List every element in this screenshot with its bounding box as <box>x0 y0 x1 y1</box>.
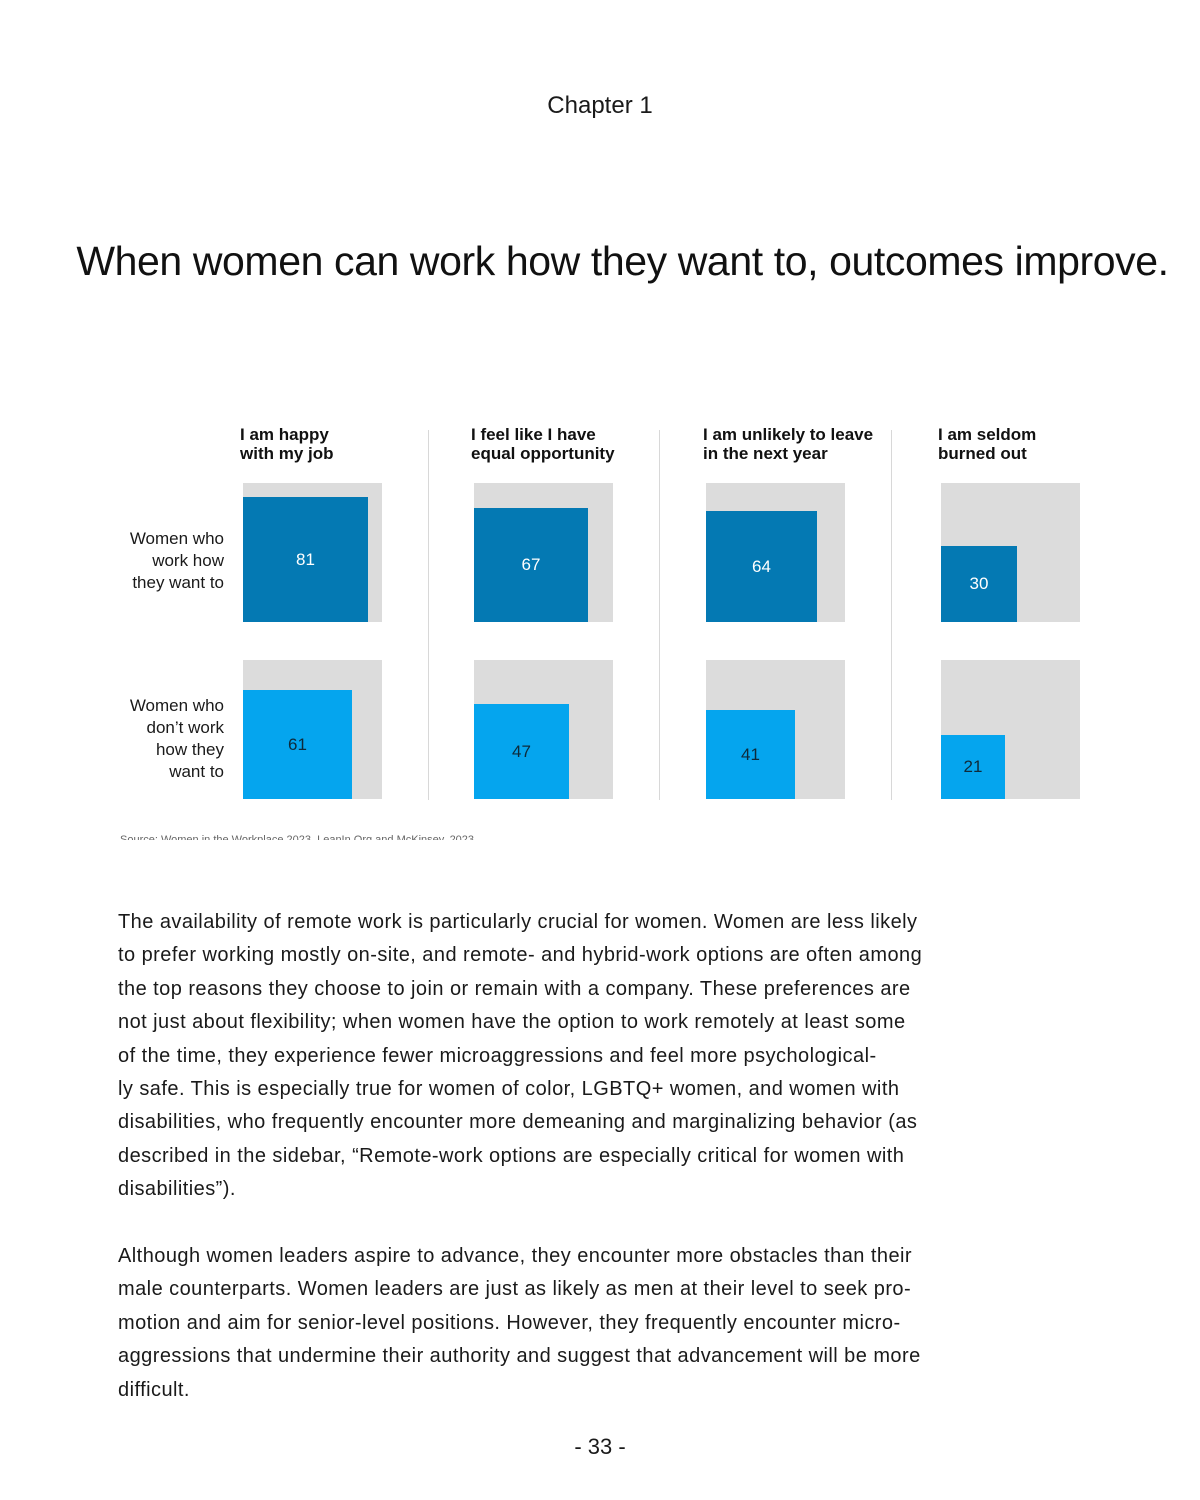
bar-track: 61 <box>243 660 382 799</box>
metric-label: I am seldom burned out <box>938 425 1037 463</box>
bar-track: 64 <box>706 483 845 622</box>
body-text-line: disabilities”). <box>118 1178 236 1201</box>
page-number: - 33 - <box>574 1434 626 1459</box>
data-label: 30 <box>969 574 989 593</box>
bar-track: 41 <box>706 660 845 799</box>
column-divider <box>428 430 429 800</box>
metric-label: I am happy with my job <box>240 425 334 463</box>
body-text-line: ly safe. This is especially true for wom… <box>118 1078 900 1101</box>
outcomes-chart: I am happy with my job I feel like I have… <box>0 410 1200 850</box>
series-label: Women who work how they want to <box>129 529 224 592</box>
metric-label: I am unlikely to leave in the next year <box>703 425 874 463</box>
bar-value-square <box>706 511 817 622</box>
body-paragraph-women-leaders: Although women leaders aspire to advance… <box>118 1240 978 1407</box>
body-text-line: to prefer working mostly on-site, and re… <box>118 944 923 967</box>
bar-value-square <box>941 546 1017 622</box>
chart-source-note: Source: Women in the Workplace 2023, Lea… <box>120 834 475 840</box>
body-text-line: The availability of remote work is parti… <box>118 911 918 933</box>
column-divider <box>891 430 892 800</box>
column-divider <box>659 430 660 800</box>
bar-value-square <box>243 497 368 622</box>
data-label: 64 <box>752 556 771 576</box>
bar-track: 30 <box>941 483 1080 622</box>
bar-value-square <box>474 508 588 622</box>
bar-value-square <box>474 704 569 799</box>
bar-value-square <box>941 735 1005 799</box>
data-label: 47 <box>512 741 531 761</box>
series-label: Women who don’t work how they want to <box>129 696 224 781</box>
body-text-line: aggressions that undermine their authori… <box>118 1345 921 1368</box>
page-headline: When women can work how they want to, ou… <box>76 238 1169 284</box>
metric-label: I feel like I have equal opportunity <box>471 425 615 463</box>
bar-value-square <box>706 710 795 799</box>
data-label: 21 <box>963 757 983 776</box>
body-paragraph-remote-work: The availability of remote work is parti… <box>118 906 978 1207</box>
bar-track: 81 <box>243 483 382 622</box>
body-text-line: not just about flexibility; when women h… <box>118 1011 906 1034</box>
body-text-line: described in the sidebar, “Remote-work o… <box>118 1144 905 1167</box>
body-text-line: the top reasons they choose to join or r… <box>118 977 911 1000</box>
bar-value-square <box>243 690 352 799</box>
data-label: 61 <box>288 734 307 754</box>
body-text-line: disabilities, who frequently encounter m… <box>118 1111 918 1134</box>
body-text-line: Although women leaders aspire to advance… <box>118 1245 913 1267</box>
chapter-label: Chapter 1 <box>547 92 653 119</box>
data-label: 67 <box>521 555 541 574</box>
data-label: 41 <box>741 744 760 764</box>
bar-track: 47 <box>474 660 613 799</box>
body-text-line: of the time, they experience fewer micro… <box>118 1044 877 1067</box>
body-text-line: motion and aim for senior-level position… <box>118 1311 901 1334</box>
data-label: 81 <box>296 549 315 569</box>
bar-track: 21 <box>941 660 1080 799</box>
body-text-line: difficult. <box>118 1378 190 1401</box>
body-text-line: male counterparts. Women leaders are jus… <box>118 1278 912 1301</box>
bar-track: 67 <box>474 483 613 622</box>
